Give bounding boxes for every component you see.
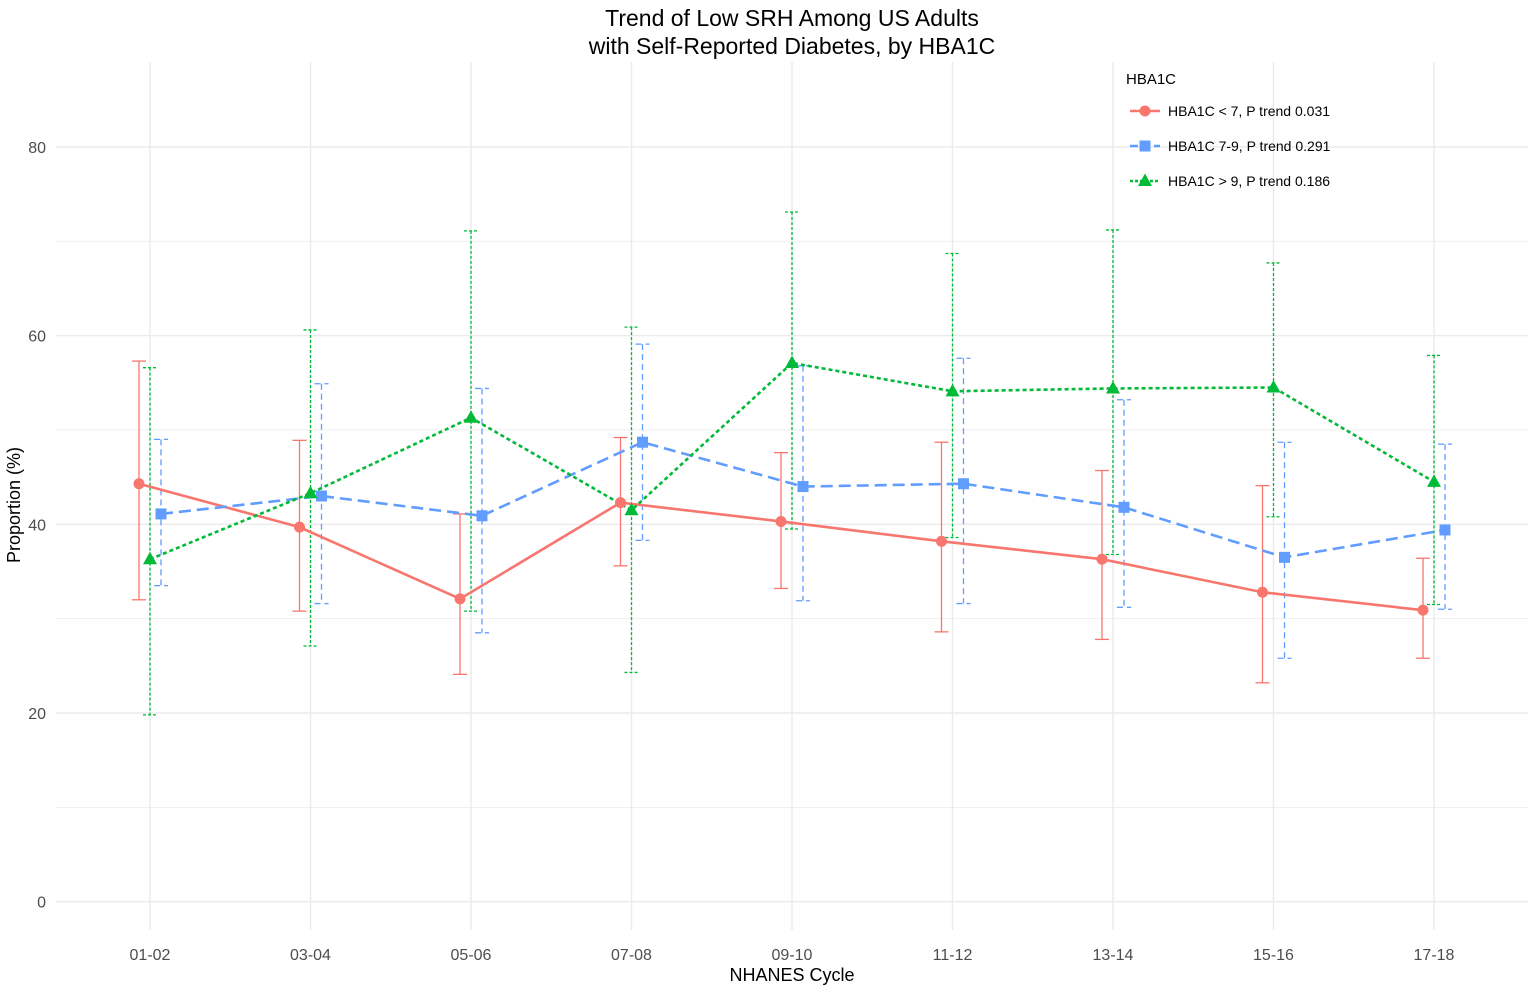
error-bar [796,365,810,602]
y-tick-label: 0 [37,895,46,912]
error-bar [1427,354,1441,606]
error-bar [1277,441,1292,659]
data-point [303,485,318,499]
data-point [637,436,648,448]
data-point [316,490,327,502]
legend-label: HBA1C > 9, P trend 0.186 [1168,173,1330,189]
data-point [294,521,305,533]
legend-marker [1138,173,1152,187]
y-tick-label: 20 [28,706,46,723]
data-point [1118,501,1130,513]
data-point [1106,381,1120,394]
y-axis-title: Proportion (%) [4,447,24,563]
data-point [143,551,157,565]
data-point [958,478,969,490]
data-point [1096,553,1108,565]
data-point [785,355,799,369]
data-point [1266,380,1281,393]
x-tick-label: 13-14 [1093,947,1134,964]
data-point [476,510,488,522]
data-point [1257,586,1268,598]
legend: HBA1C HBA1C < 7, P trend 0.031 HBA1C 7-9,… [1126,71,1331,189]
x-tick-label: 03-04 [290,947,331,964]
data-point [797,481,809,493]
data-point [624,502,639,516]
data-point [133,478,145,490]
error-bar [314,383,329,605]
data-point [1279,551,1290,563]
legend-item: HBA1C 7-9, P trend 0.291 [1130,138,1331,154]
chart-subtitle: with Self-Reported Diabetes, by HBA1C [588,33,996,59]
legend-items: HBA1C < 7, P trend 0.031 HBA1C 7-9, P tre… [1130,103,1331,189]
legend-label: HBA1C 7-9, P trend 0.291 [1168,138,1331,154]
legend-title: HBA1C [1126,71,1176,88]
legend-label: HBA1C < 7, P trend 0.031 [1168,103,1330,119]
error-bar [624,326,639,674]
data-point [615,497,626,509]
error-bar [635,343,650,541]
point-layer [133,355,1451,616]
data-point [454,593,466,605]
x-tick-label: 11-12 [933,947,973,964]
x-tick-label: 17-18 [1414,947,1455,964]
x-tick-label: 01-02 [130,947,171,964]
x-tick-label: 05-06 [451,947,492,964]
error-bar [143,367,157,716]
data-point [945,383,960,397]
x-tick-label: 15-16 [1253,947,1294,964]
y-tick-label: 80 [28,140,46,157]
legend-item: HBA1C < 7, P trend 0.031 [1130,103,1330,119]
error-bar [1255,484,1270,684]
chart-title: Trend of Low SRH Among US Adults [605,5,979,31]
data-point [1439,524,1451,536]
data-point [464,410,478,423]
data-point [775,515,787,527]
tick-label-layer: 0 20 40 60 80 01-02 03-04 05-06 07-08 09-10 11-12 1… [28,140,1454,964]
data-point [1417,604,1429,616]
y-tick-label: 60 [28,329,46,346]
legend-marker [1139,140,1151,152]
x-tick-label: 07-08 [611,947,652,964]
legend-marker [1139,105,1151,117]
error-bar [785,211,799,530]
legend-item: HBA1C > 9, P trend 0.186 [1130,173,1330,189]
data-point [155,508,167,520]
grid-layer [56,62,1528,930]
x-axis-title: NHANES Cycle [729,965,854,985]
data-point [1427,474,1441,487]
x-tick-label: 09-10 [772,947,813,964]
data-point [936,535,947,547]
error-bar [303,329,318,647]
series-line [149,361,1435,561]
y-tick-label: 40 [28,517,46,534]
